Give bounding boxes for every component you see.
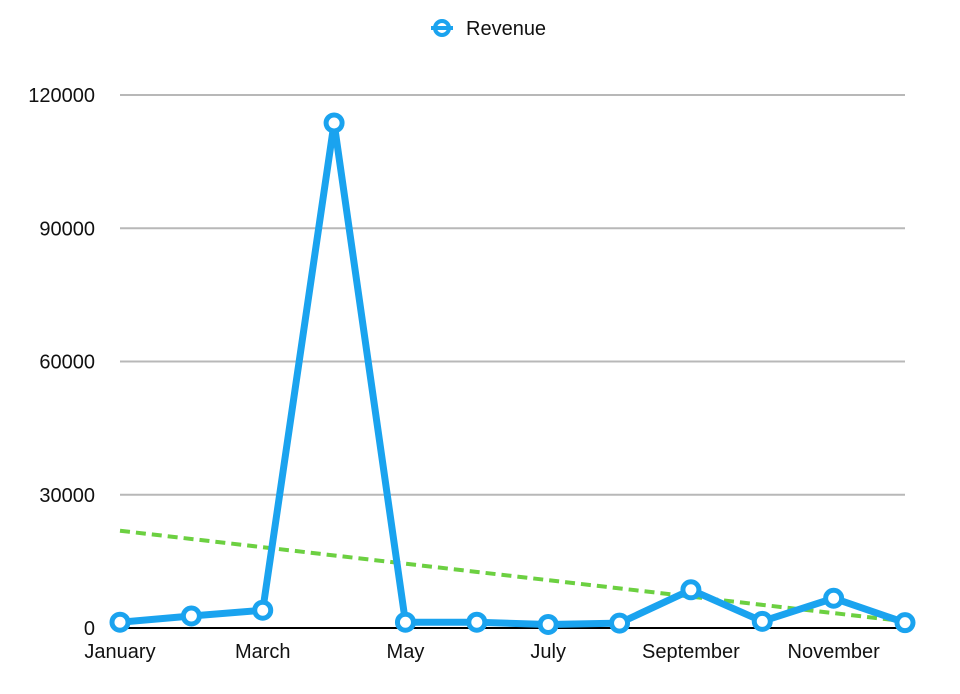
x-tick-label: May [387,641,425,663]
x-axis-tick-labels: January March May July September November [84,641,880,663]
data-point [609,612,631,634]
x-tick-label: July [530,641,566,663]
data-point [323,112,345,134]
trendline [119,528,906,624]
x-tick-label: March [235,641,291,663]
series-revenue [116,119,909,628]
y-tick-label: 90000 [39,218,95,240]
x-tick-label: September [642,641,740,663]
data-point [180,605,202,627]
y-tick-label: 0 [84,618,95,640]
gridlines [120,94,905,629]
data-point [394,611,416,633]
data-point [252,599,274,621]
y-tick-label: 120000 [28,85,95,107]
x-tick-label: January [84,641,155,663]
series-line-revenue [116,119,909,628]
y-axis-tick-labels: 0 30000 60000 90000 120000 [28,85,95,640]
legend: Revenue [431,18,546,40]
data-point [823,587,845,609]
data-point [894,612,916,634]
trendline-line [119,528,906,624]
y-tick-label: 60000 [39,352,95,374]
x-tick-label: November [788,641,881,663]
data-point [751,610,773,632]
legend-label-revenue: Revenue [466,18,546,40]
data-point [537,613,559,635]
data-points [109,112,916,635]
data-point [680,579,702,601]
data-point [466,611,488,633]
y-tick-label: 30000 [39,485,95,507]
data-point [109,611,131,633]
